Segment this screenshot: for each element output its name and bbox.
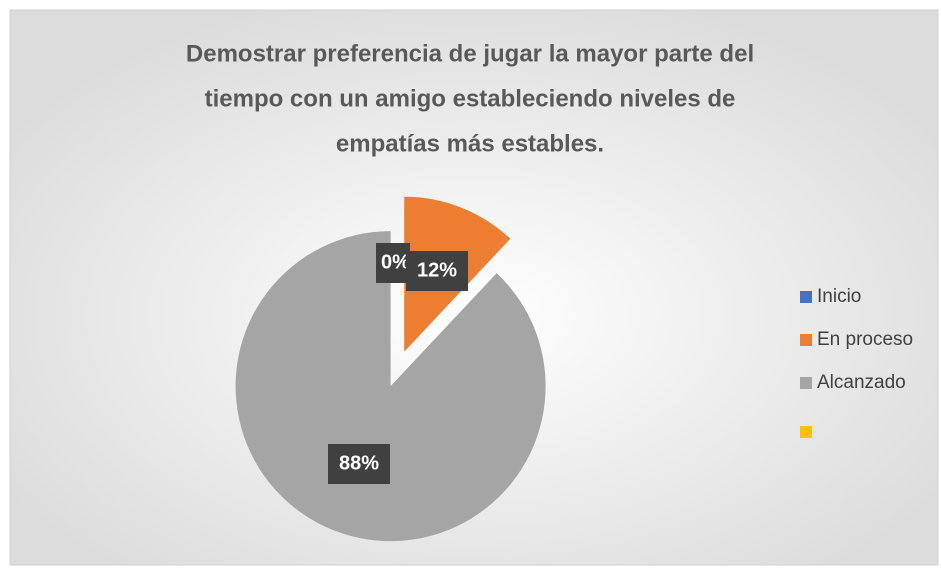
legend-swatch (800, 426, 812, 438)
legend-label: En proceso (817, 329, 913, 350)
pie-slice (235, 231, 546, 542)
data-label-box (406, 251, 468, 291)
legend-swatch (800, 334, 812, 346)
legend-label: Inicio (817, 286, 861, 307)
data-label-box (376, 243, 410, 283)
data-label-box (328, 444, 390, 484)
data-label: 88% (339, 452, 379, 474)
chart-title: empatías más estables. (336, 130, 604, 157)
chart-title: Demostrar preferencia de jugar la mayor … (186, 40, 754, 67)
chart-title: tiempo con un amigo estableciendo nivele… (205, 85, 736, 112)
data-label: 12% (417, 259, 457, 281)
legend-swatch (800, 377, 812, 389)
data-label: 0% (381, 251, 410, 273)
legend-label: Alcanzado (817, 372, 906, 393)
legend-swatch (800, 291, 812, 303)
